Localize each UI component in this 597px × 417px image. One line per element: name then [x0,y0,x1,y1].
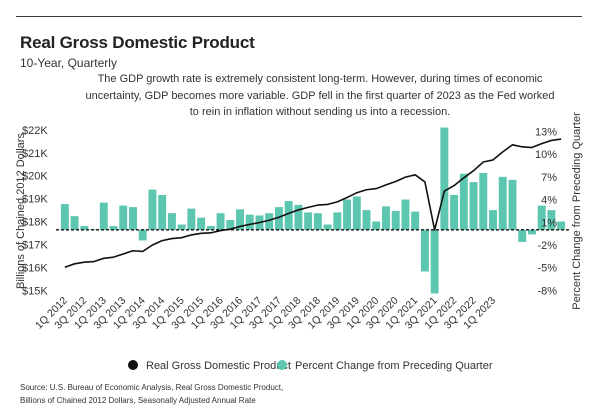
growth-bar [537,205,546,230]
growth-bar [274,207,283,230]
growth-bar [216,213,225,230]
growth-bar [498,176,507,230]
growth-bar [158,194,167,230]
legend-label-gdp: Real Gross Domestic Product [146,360,291,372]
top-rule [16,16,582,17]
right-tick-label: 4% [541,195,557,207]
chart-title: Real Gross Domestic Product [20,33,255,52]
source-line-1: Source: U.S. Bureau of Economic Analysis… [20,383,284,392]
growth-bar [187,208,196,230]
legend-swatch-gdp [128,360,138,370]
source-note: Source: U.S. Bureau of Economic Analysis… [20,382,283,407]
growth-bar [245,214,254,230]
growth-bar [129,207,137,230]
growth-bar [557,221,566,230]
gdp-line [64,138,562,269]
left-tick-label: $18K [22,217,48,229]
right-tick-label: 13% [535,126,557,138]
growth-bar [109,226,118,230]
right-axis-title: Percent Change from Preceding Quarter [571,112,583,310]
right-tick-label: 10% [535,149,557,161]
growth-bar [333,212,342,230]
right-tick-label: 1% [541,217,557,229]
left-tick-label: $20K [22,171,48,183]
growth-bar [420,229,429,272]
growth-bar [391,210,400,230]
growth-bar [547,210,556,230]
growth-bar [70,216,79,230]
growth-bar [352,196,361,230]
growth-bar [90,229,99,230]
growth-bar [508,179,517,230]
growth-bar [479,173,488,230]
growth-bar [294,204,303,230]
right-tick-label: 7% [541,172,557,184]
growth-bar [206,226,215,230]
legend-label-growth: Percent Change from Preceding Quarter [295,360,493,372]
growth-bar [236,209,244,230]
growth-bar [80,226,89,230]
growth-bar [469,182,478,230]
right-tick-label: -2% [537,240,557,252]
legend-swatch-growth [277,360,287,370]
growth-bar [440,127,449,230]
growth-bar [459,173,468,230]
source-line-2: Billions of Chained 2012 Dollars, Season… [20,395,256,405]
left-tick-label: $22K [22,125,48,137]
right-tick-label: -5% [537,263,557,275]
left-axis-title: Billions of Chained 2012 Dollars [15,133,27,289]
growth-bar [226,219,235,230]
left-tick-label: $15K [22,285,48,297]
left-tick-label: $21K [22,148,48,160]
growth-bar [450,194,459,230]
growth-bar [372,221,381,230]
growth-bar [167,213,176,230]
growth-bar [99,202,108,230]
growth-bar [362,210,371,230]
growth-bar [60,204,69,230]
growth-bar [304,212,313,230]
growth-bar [382,206,390,230]
growth-bar [265,213,274,230]
right-tick-label: -8% [537,285,557,297]
growth-bar [119,205,128,230]
growth-bar [489,210,497,230]
chart-description: The GDP growth rate is extremely consist… [85,73,555,118]
growth-bar [527,229,536,235]
left-tick-label: $17K [22,240,48,252]
growth-bar [177,224,186,230]
growth-bar [323,224,332,230]
growth-bar [343,199,352,230]
growth-bar [518,229,527,242]
growth-bar [430,229,439,294]
left-tick-label: $19K [22,194,48,206]
growth-bar [138,229,147,241]
growth-bar [197,217,206,230]
growth-bar [313,213,322,230]
chart-subtitle: 10-Year, Quarterly [20,56,117,70]
left-tick-label: $16K [22,262,48,274]
growth-bar [401,199,410,230]
growth-bar [148,189,157,230]
growth-bar [284,201,293,230]
growth-bar [411,211,420,230]
